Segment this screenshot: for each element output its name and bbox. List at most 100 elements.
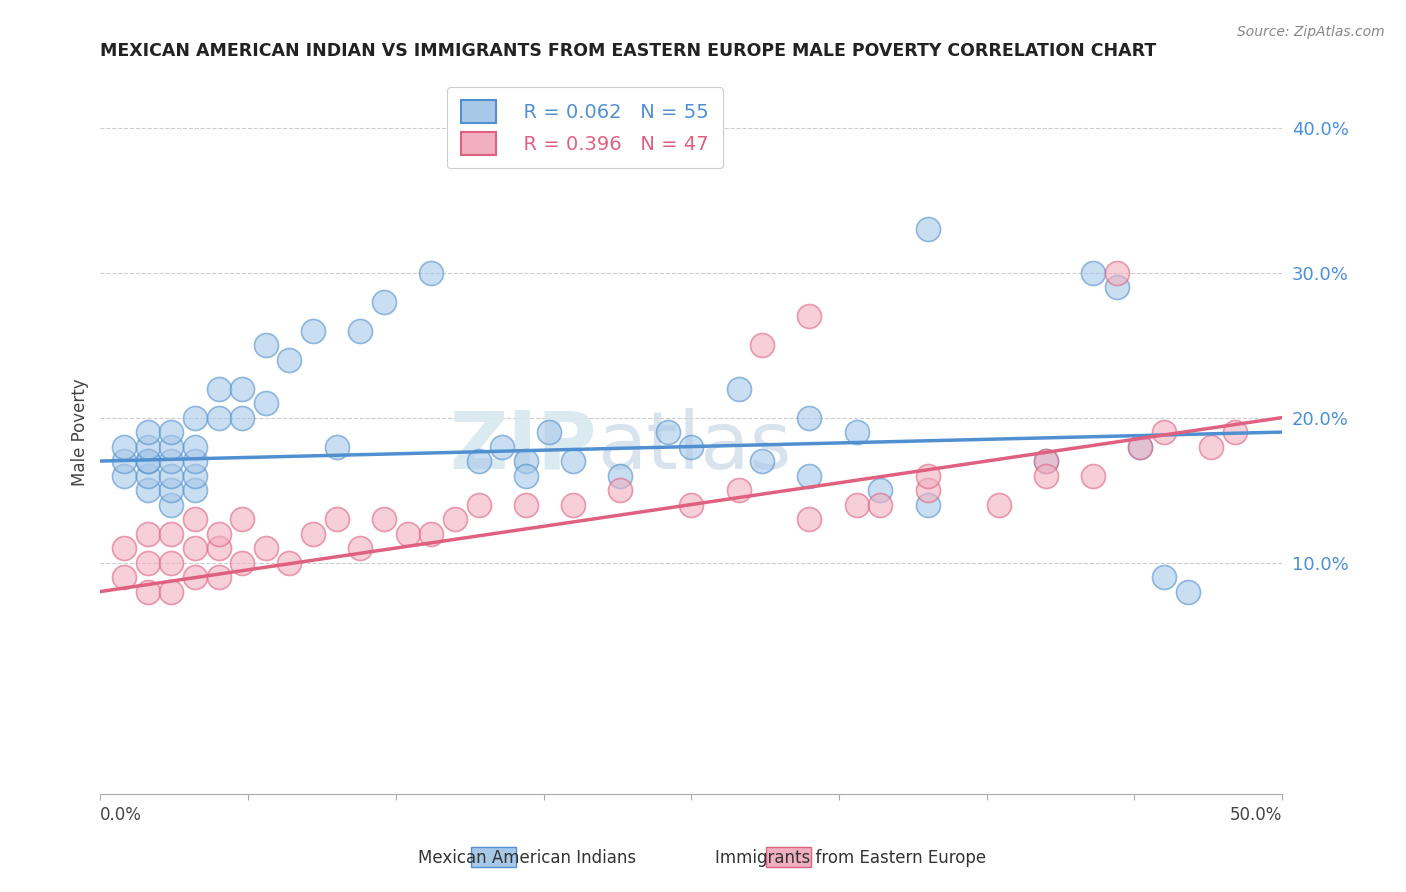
Point <box>160 556 183 570</box>
Point <box>727 483 749 497</box>
Point <box>160 498 183 512</box>
Point <box>278 556 301 570</box>
Point <box>1105 280 1128 294</box>
Point <box>112 570 135 584</box>
Point <box>1129 440 1152 454</box>
Point <box>1035 454 1057 468</box>
Point <box>467 454 489 468</box>
Text: 0.0%: 0.0% <box>100 806 142 824</box>
Y-axis label: Male Poverty: Male Poverty <box>72 378 89 486</box>
Point <box>136 425 159 439</box>
Point <box>112 454 135 468</box>
Point <box>302 324 325 338</box>
Point <box>799 410 821 425</box>
Point <box>184 570 207 584</box>
Point <box>254 396 277 410</box>
Point <box>751 338 773 352</box>
Point <box>845 425 868 439</box>
Point <box>1035 454 1057 468</box>
Point <box>1035 468 1057 483</box>
Point <box>136 584 159 599</box>
Point <box>420 266 443 280</box>
Point <box>917 483 939 497</box>
Point <box>160 425 183 439</box>
Point <box>420 526 443 541</box>
Point <box>444 512 467 526</box>
Point <box>325 512 347 526</box>
Point <box>207 570 229 584</box>
Point <box>160 468 183 483</box>
Point <box>751 454 773 468</box>
Point <box>727 382 749 396</box>
Point <box>184 512 207 526</box>
Point <box>1201 440 1223 454</box>
Point <box>799 309 821 323</box>
Point <box>231 556 253 570</box>
Point <box>184 541 207 555</box>
Point <box>160 584 183 599</box>
Point <box>184 483 207 497</box>
Legend:   R = 0.062   N = 55,   R = 0.396   N = 47: R = 0.062 N = 55, R = 0.396 N = 47 <box>447 87 723 169</box>
Point <box>184 468 207 483</box>
Point <box>207 382 229 396</box>
Point <box>1153 570 1175 584</box>
Point <box>1105 266 1128 280</box>
Point <box>799 468 821 483</box>
Text: ZIP: ZIP <box>450 408 596 485</box>
Point <box>160 483 183 497</box>
Point <box>325 440 347 454</box>
Point <box>917 498 939 512</box>
Point <box>349 324 371 338</box>
Point <box>562 454 585 468</box>
Point <box>254 541 277 555</box>
Point <box>917 222 939 236</box>
Point <box>1081 266 1104 280</box>
Point <box>231 512 253 526</box>
Point <box>515 454 537 468</box>
Point <box>136 556 159 570</box>
Point <box>396 526 419 541</box>
Point <box>869 483 891 497</box>
Point <box>207 526 229 541</box>
Point <box>302 526 325 541</box>
Point <box>254 338 277 352</box>
Text: Immigrants from Eastern Europe: Immigrants from Eastern Europe <box>716 849 986 867</box>
Point <box>657 425 679 439</box>
Point <box>136 454 159 468</box>
Text: 50.0%: 50.0% <box>1230 806 1282 824</box>
Point <box>609 468 631 483</box>
Point <box>917 468 939 483</box>
Point <box>373 294 395 309</box>
Text: Source: ZipAtlas.com: Source: ZipAtlas.com <box>1237 25 1385 39</box>
Point <box>184 440 207 454</box>
Point <box>491 440 513 454</box>
Point <box>160 454 183 468</box>
Point <box>869 498 891 512</box>
Point <box>349 541 371 555</box>
Point <box>136 440 159 454</box>
Point <box>231 382 253 396</box>
Point <box>136 483 159 497</box>
Point <box>845 498 868 512</box>
Point <box>373 512 395 526</box>
Point <box>112 541 135 555</box>
Point <box>231 410 253 425</box>
Point <box>112 468 135 483</box>
Text: Mexican American Indians: Mexican American Indians <box>418 849 637 867</box>
Point <box>1223 425 1246 439</box>
Point <box>515 498 537 512</box>
Point <box>987 498 1010 512</box>
Point <box>207 410 229 425</box>
Point <box>112 440 135 454</box>
Point <box>1177 584 1199 599</box>
Point <box>467 498 489 512</box>
Point <box>681 440 703 454</box>
Point <box>136 526 159 541</box>
Text: MEXICAN AMERICAN INDIAN VS IMMIGRANTS FROM EASTERN EUROPE MALE POVERTY CORRELATI: MEXICAN AMERICAN INDIAN VS IMMIGRANTS FR… <box>100 42 1157 60</box>
Point <box>136 468 159 483</box>
Point <box>538 425 561 439</box>
Point <box>184 410 207 425</box>
Point <box>681 498 703 512</box>
Point <box>160 440 183 454</box>
Point <box>1081 468 1104 483</box>
